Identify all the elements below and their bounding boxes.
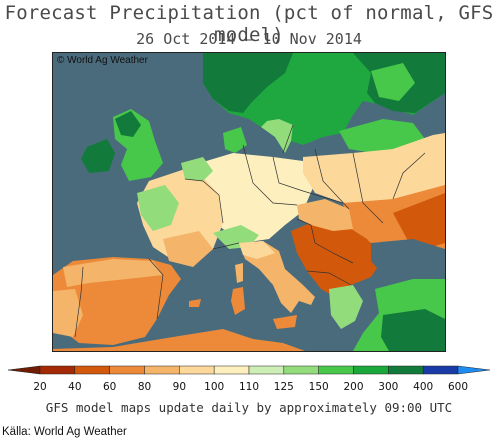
colorbar-segment <box>388 365 424 375</box>
source-label: Källa: World Ag Weather <box>2 426 127 438</box>
colorbar-tick-label: 40 <box>68 381 82 393</box>
iberia-north-tan <box>63 259 163 287</box>
country-borders <box>74 124 426 338</box>
colorbar-segment <box>213 365 250 375</box>
colorbar-tick-label: 125 <box>273 381 294 393</box>
colorbar-segment <box>318 365 354 375</box>
benelux-green <box>181 157 213 181</box>
colorbar-arrow-low <box>7 365 41 375</box>
map-title: Forecast Precipitation (pct of normal, G… <box>4 2 494 46</box>
denmark <box>223 127 247 153</box>
precipitation-map: © World Ag Weather <box>52 52 446 352</box>
balearic <box>189 299 201 307</box>
colorbar-segment <box>422 365 459 375</box>
colorbar-tick-label: 200 <box>343 381 364 393</box>
iberia-west-tan <box>53 289 83 337</box>
sardinia <box>231 287 245 315</box>
north-africa-land <box>53 329 305 351</box>
eastern-europe-yellow <box>303 133 445 203</box>
europe-map-svg <box>53 53 445 351</box>
colorbar-tick-label: 100 <box>204 381 225 393</box>
baltic-states <box>339 119 425 153</box>
colorbar-arrow-high <box>457 365 491 375</box>
colorbar-segment <box>179 365 215 375</box>
colorbar-tick-label: 600 <box>447 381 469 393</box>
france-south-tan <box>163 231 213 267</box>
colorbar-tick-label: 150 <box>308 381 329 393</box>
ireland <box>81 139 115 173</box>
colorbar-tick-labels: 20 40 60 80 90 100 110 125 150 200 300 400 600 <box>0 381 498 395</box>
colorbar-segment <box>283 365 319 375</box>
colorbar-tick-label: 400 <box>413 381 434 393</box>
colorbar-tick-label: 90 <box>172 381 187 393</box>
colorbar-tick-label: 60 <box>102 381 117 393</box>
black-sea <box>371 239 445 277</box>
france-west-green <box>137 185 179 231</box>
finland-light <box>371 63 415 101</box>
date-range: 26 Oct 2014 – 10 Nov 2014 <box>136 30 362 48</box>
corsica <box>235 263 243 283</box>
copyright-label: © World Ag Weather <box>57 55 148 66</box>
colorbar-segment <box>144 365 180 375</box>
colorbar-segment <box>248 365 285 375</box>
russia-dark-orange <box>393 193 445 249</box>
precipitation-colorbar <box>7 365 491 375</box>
turkey-deep <box>381 309 445 351</box>
sicily <box>273 315 297 329</box>
colorbar-segment <box>353 365 389 375</box>
colorbar-tick-label: 20 <box>33 381 47 393</box>
colorbar-segment <box>74 365 110 375</box>
italy-north-yellow <box>239 241 275 259</box>
colorbar-segment <box>109 365 145 375</box>
hungary-tan <box>297 199 353 231</box>
britain-deep <box>115 111 141 137</box>
greece-land <box>329 285 363 329</box>
italy-land <box>239 241 315 313</box>
colorbar-segments <box>7 365 491 375</box>
norway-deep-green <box>203 53 293 113</box>
colorbar-segment <box>39 365 76 375</box>
sweden-south-light <box>261 119 293 153</box>
colorbar-tick-label: 300 <box>378 381 399 393</box>
colorbar-tick-label: 80 <box>137 381 152 393</box>
colorbar-tick-label: 110 <box>238 381 260 393</box>
update-note: GFS model maps update daily by approxima… <box>45 400 453 415</box>
